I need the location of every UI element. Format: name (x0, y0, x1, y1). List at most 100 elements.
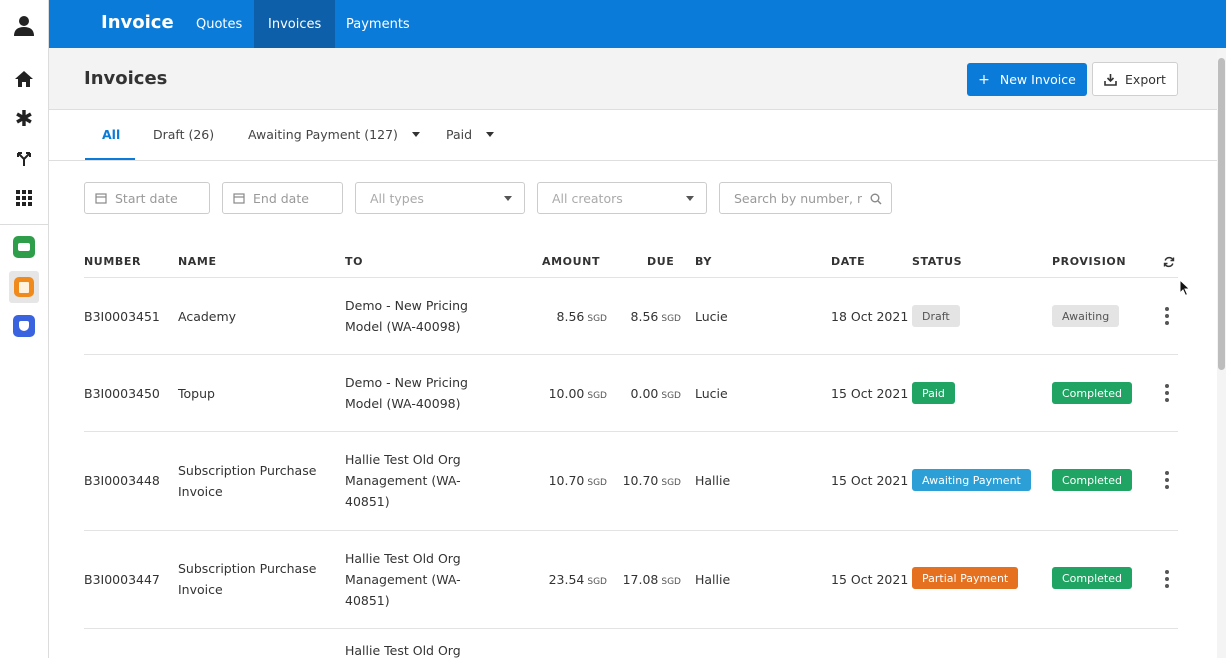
scrollbar-thumb[interactable] (1218, 58, 1225, 370)
status-badge: Partial Payment (912, 567, 1019, 589)
currency-label: SGD (587, 577, 607, 587)
home-icon[interactable] (0, 63, 48, 95)
cell-by: Lucie (695, 309, 728, 324)
amount-value: 10.00 (548, 386, 585, 401)
export-label: Export (1125, 71, 1166, 87)
col-amount[interactable]: AMOUNT (542, 255, 601, 268)
due-value: 10.70 (622, 473, 659, 488)
cell-name: Academy (178, 309, 237, 324)
nav-invoices[interactable]: Invoices (254, 0, 336, 48)
cell-date: 15 Oct 2021 (831, 473, 909, 488)
cell-name-line: Subscription Purchase (178, 561, 317, 576)
cell-to-line: 40851) (345, 494, 390, 509)
due-value: 17.08 (622, 572, 659, 587)
col-due[interactable]: DUE (647, 255, 675, 268)
export-button[interactable]: Export (1092, 62, 1178, 96)
cell-by: Lucie (695, 386, 728, 401)
creators-select[interactable]: All creators (537, 182, 707, 214)
currency-label: SGD (661, 391, 681, 401)
chevron-down-icon (486, 132, 495, 137)
top-bar: Invoice Quotes Invoices Payments (49, 0, 1226, 48)
refresh-icon[interactable] (1163, 256, 1175, 268)
cell-date: 15 Oct 2021 (831, 386, 909, 401)
grid-icon[interactable] (0, 182, 48, 214)
fork-icon[interactable] (0, 143, 48, 175)
col-by[interactable]: BY (695, 255, 712, 268)
new-invoice-label: New Invoice (999, 72, 1076, 87)
app-title: Invoice (101, 12, 174, 33)
status-badge: Draft (912, 305, 960, 327)
tab-all[interactable]: All (102, 127, 121, 142)
scrollbar[interactable] (1217, 48, 1226, 658)
due-value: 0.00 (630, 386, 659, 401)
creators-select-value: All creators (552, 190, 623, 206)
tab-paid[interactable]: Paid (446, 127, 495, 142)
user-icon[interactable] (0, 9, 48, 41)
asterisk-icon[interactable]: ✱ (14, 107, 34, 132)
col-status[interactable]: STATUS (912, 255, 963, 268)
blue-app-icon[interactable] (0, 310, 48, 342)
cell-amount: 10.70 SGD (549, 470, 607, 494)
cell-to-line: Management (WA- (345, 572, 461, 587)
chevron-down-icon (686, 196, 694, 201)
cell-to-line: Hallie Test Old Org (345, 452, 461, 467)
orange-app-icon[interactable] (9, 271, 39, 303)
status-badge: Paid (912, 382, 955, 404)
cell-by: Hallie (695, 572, 731, 587)
col-provision[interactable]: PROVISION (1052, 255, 1127, 268)
row-menu-icon[interactable] (1165, 471, 1169, 489)
tab-draft[interactable]: Draft (26) (153, 127, 215, 142)
nav-quotes[interactable]: Quotes (196, 16, 243, 32)
due-value: 8.56 (630, 309, 659, 324)
search-input[interactable]: Search by number, n (734, 190, 862, 206)
tab-awaiting-payment[interactable]: Awaiting Payment (127) (248, 127, 420, 142)
cell-to-line: Management (WA- (345, 473, 461, 488)
cell-to: Hallie Test Old Org (345, 645, 461, 658)
cell-to: Demo - New Pricing Model (WA-40098) (345, 295, 468, 337)
cell-to-line: Model (WA-40098) (345, 396, 461, 411)
calendar-icon (95, 193, 107, 204)
row-divider (84, 628, 1178, 629)
row-divider (84, 354, 1178, 355)
end-date-field[interactable]: End date (222, 182, 343, 214)
col-name[interactable]: NAME (178, 255, 217, 268)
page-header: Invoices + New Invoice Export (49, 48, 1217, 110)
header-divider (84, 277, 1178, 278)
col-to[interactable]: TO (345, 255, 364, 268)
cell-to: Demo - New Pricing Model (WA-40098) (345, 372, 468, 414)
plus-icon: + (978, 71, 990, 88)
cell-amount: 8.56 SGD (557, 306, 607, 330)
new-invoice-button[interactable]: + New Invoice (967, 63, 1087, 96)
types-select[interactable]: All types (355, 182, 525, 214)
green-app-icon[interactable] (0, 231, 48, 263)
start-date-field[interactable]: Start date (84, 182, 210, 214)
search-field[interactable]: Search by number, n (719, 182, 892, 214)
row-menu-icon[interactable] (1165, 570, 1169, 588)
row-menu-icon[interactable] (1165, 384, 1169, 402)
col-number[interactable]: NUMBER (84, 255, 142, 268)
search-icon (870, 193, 882, 205)
nav-payments[interactable]: Payments (346, 16, 410, 32)
currency-label: SGD (661, 314, 681, 324)
cell-name: Subscription Purchase Invoice (178, 558, 316, 600)
page-title: Invoices (84, 68, 168, 89)
currency-label: SGD (587, 478, 607, 488)
cell-due: 8.56 SGD (631, 306, 681, 330)
cell-name: Topup (178, 386, 215, 401)
tab-awaiting-label: Awaiting Payment (127) (248, 127, 398, 142)
cell-to: Hallie Test Old Org Management (WA- 4085… (345, 449, 461, 512)
cell-due: 17.08 SGD (623, 569, 681, 593)
col-date[interactable]: DATE (831, 255, 866, 268)
chevron-down-icon (411, 132, 420, 137)
left-rail: ✱ (0, 0, 49, 658)
cell-to-line: Demo - New Pricing (345, 298, 468, 313)
status-badge: Awaiting Payment (912, 469, 1031, 491)
cell-number: B3I0003448 (84, 473, 160, 488)
amount-value: 23.54 (548, 572, 585, 587)
cell-date: 15 Oct 2021 (831, 572, 909, 587)
row-menu-icon[interactable] (1165, 307, 1169, 325)
row-divider (84, 530, 1178, 531)
cell-name-line: Invoice (178, 484, 223, 499)
provision-badge: Awaiting (1052, 305, 1120, 327)
cell-due: 0.00 SGD (631, 383, 681, 407)
